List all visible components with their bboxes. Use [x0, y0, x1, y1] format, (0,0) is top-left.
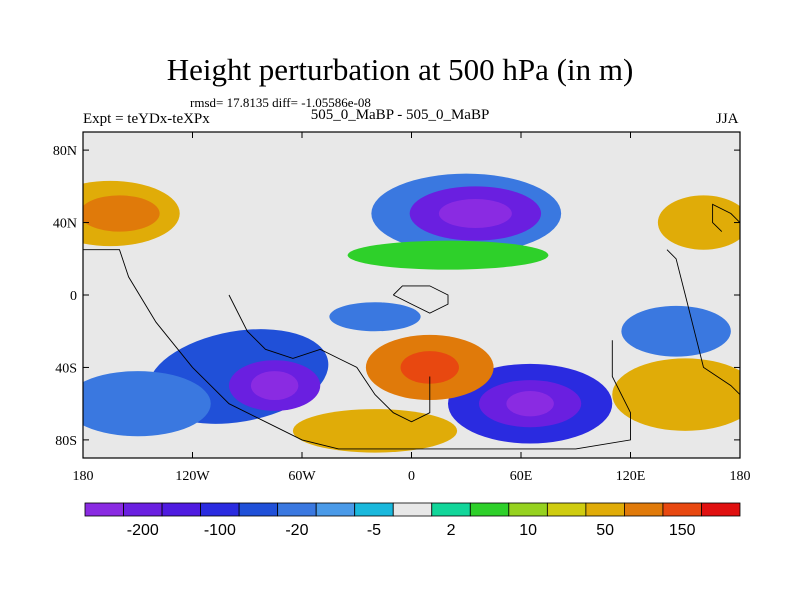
land-outline-2 — [392, 285, 449, 314]
colorbar-swatch-10 — [469, 502, 510, 517]
land-outline-0 — [83, 249, 631, 450]
y-tick-label-2: 0 — [70, 289, 77, 304]
colorbar-swatch-9 — [431, 502, 471, 517]
x-tick-label-5: 120E — [616, 469, 646, 484]
land-outline-4 — [712, 203, 740, 232]
colorbar-swatch-8 — [392, 502, 433, 517]
contour-blob-17 — [83, 371, 211, 437]
colorbar-swatch-5 — [277, 502, 317, 517]
x-tick-label-3: 0 — [408, 469, 415, 484]
colorbar-swatch-4 — [238, 502, 279, 517]
colorbar-swatch-16 — [701, 502, 741, 517]
contour-blob-15 — [292, 409, 458, 453]
x-tick-label-1: 120W — [175, 469, 210, 484]
contour-blob-11 — [506, 390, 554, 417]
colorbar-label-3: -5 — [367, 522, 381, 539]
contour-blob-14 — [612, 358, 740, 431]
contour-field — [83, 132, 740, 458]
colorbar-label-0: -200 — [127, 522, 159, 539]
contour-blob-2 — [438, 199, 512, 228]
x-tick-label-6: 180 — [730, 469, 751, 484]
colorbar-swatch-6 — [315, 502, 356, 517]
colorbar-label-1: -100 — [204, 522, 236, 539]
colorbar-swatch-1 — [123, 502, 163, 517]
colorbar-label-7: 150 — [669, 522, 696, 539]
y-tick-label-3: 40S — [55, 361, 77, 376]
y-tick-label-4: 80S — [55, 434, 77, 449]
contour-blob-5 — [657, 195, 740, 250]
contour-blob-16 — [347, 240, 549, 270]
colorbar-swatch-0 — [84, 502, 124, 517]
colorbar-swatch-12 — [546, 502, 587, 517]
land-outline — [83, 203, 740, 450]
stats-text: rmsd= 17.8135 diff= -1.05586e-08 — [190, 95, 371, 110]
contour-blob-8 — [250, 371, 299, 401]
x-tick-label-2: 60W — [288, 469, 316, 484]
contour-blob-19 — [329, 302, 421, 332]
contour-blob-4 — [83, 195, 160, 232]
colorbar-label-4: 2 — [447, 522, 456, 539]
contour-blob-18 — [621, 305, 731, 357]
land-outline-3 — [666, 249, 740, 395]
colorbar-swatch-13 — [585, 502, 625, 517]
colorbar-label-2: -20 — [285, 522, 308, 539]
season-label: JJA — [716, 111, 739, 127]
colorbar-swatch-7 — [354, 502, 394, 517]
colorbar-swatch-14 — [624, 502, 664, 517]
colorbar-label-5: 10 — [519, 522, 537, 539]
colorbar-swatch-11 — [508, 502, 548, 517]
colorbar: -200 -100 -20 -5 2 10 50 150 — [84, 502, 741, 539]
colorbar-swatch-3 — [200, 502, 240, 517]
experiment-label: Expt = teYDx-teXPx — [83, 111, 210, 127]
colorbar-swatch-15 — [662, 502, 702, 517]
land-outline-1 — [228, 294, 431, 423]
contour-blob-13 — [400, 351, 459, 384]
chart-subtitle: 505_0_MaBP - 505_0_MaBP — [310, 107, 490, 123]
y-tick-label-0: 80N — [53, 144, 77, 159]
x-tick-label-4: 60E — [510, 469, 533, 484]
x-tick-label-0: 180 — [73, 469, 94, 484]
colorbar-label-6: 50 — [596, 522, 614, 539]
colorbar-swatch-2 — [161, 502, 201, 517]
chart-title: Height perturbation at 500 hPa (in m) — [166, 52, 634, 87]
y-tick-label-1: 40N — [53, 217, 77, 232]
axes: 180 120W 60W 0 60E 120E 180 80N 40N 0 40S 80S — [53, 132, 751, 484]
